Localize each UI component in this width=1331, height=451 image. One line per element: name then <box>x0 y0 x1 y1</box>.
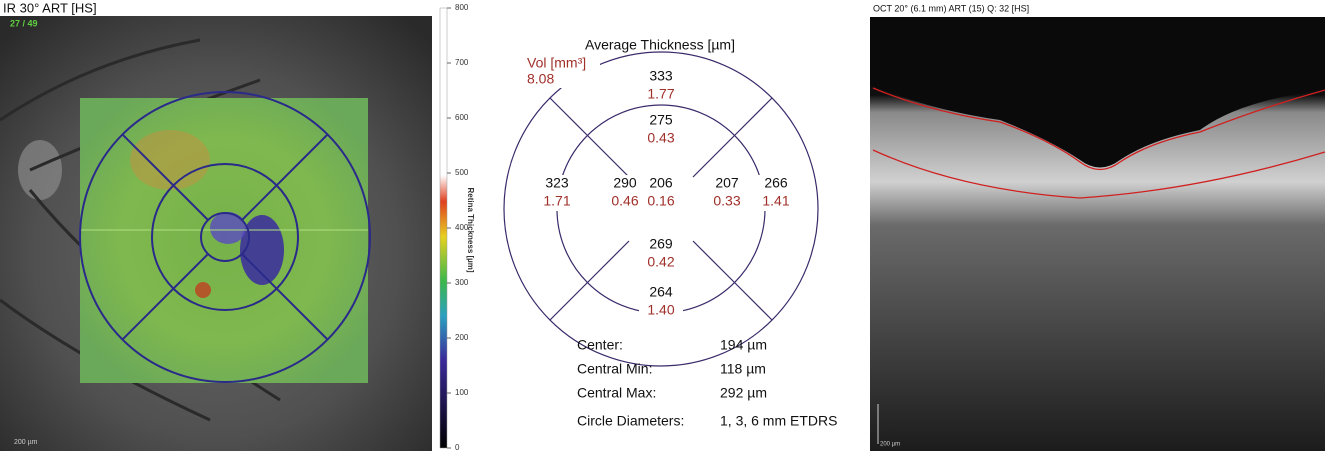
colorbar-tick-label: 500 <box>455 168 469 177</box>
sector-volume: 1.41 <box>762 193 789 209</box>
sector-volume: 0.42 <box>647 254 674 270</box>
map-zone <box>210 212 246 244</box>
total-volume: 8.08 <box>527 71 554 87</box>
scale-label: 200 µm <box>14 439 38 446</box>
frame-counter: 27 / 49 <box>10 18 38 28</box>
stat-label: Central Min: <box>577 361 652 377</box>
sector-thickness: 266 <box>764 175 788 191</box>
sector-volume: 0.43 <box>647 130 674 146</box>
sector-volume: 1.77 <box>647 86 674 102</box>
stat-value: 118 µm <box>720 361 766 377</box>
colorbar-tick-label: 300 <box>455 278 469 287</box>
sector-thickness: 290 <box>613 175 637 191</box>
panel-title: OCT 20° (6.1 mm) ART (15) Q: 32 [HS] <box>873 3 1029 13</box>
scale-label: 200 µm <box>880 442 900 448</box>
colorbar <box>440 8 447 448</box>
sector-thickness: 333 <box>649 68 673 84</box>
volume-label: Vol [mm³] <box>527 55 586 71</box>
sector-volume: 0.33 <box>713 193 740 209</box>
colorbar-tick-label: 0 <box>455 443 460 451</box>
page: {"left_panel": {"title": "IR 30° ART [HS… <box>0 0 1331 451</box>
panel-title: IR 30° ART [HS] <box>3 0 97 15</box>
sector-thickness: 275 <box>649 112 673 128</box>
colorbar-label: Retina Thickness [µm] <box>466 187 475 272</box>
stat-label: Center: <box>577 337 623 353</box>
screen: IR 30° ART [HS] 27 / 49 200 µm 0 100 200 30… <box>0 0 1331 451</box>
stat-label: Central Max: <box>577 385 656 401</box>
etdrs-title: Average Thickness [µm] <box>585 37 735 53</box>
stat-label: Circle Diameters: <box>577 413 684 429</box>
sector-thickness: 269 <box>649 236 673 252</box>
sector-thickness: 264 <box>649 284 673 300</box>
sector-volume: 1.71 <box>543 193 570 209</box>
colorbar-tick-label: 800 <box>455 3 469 12</box>
sector-thickness: 207 <box>715 175 739 191</box>
sector-thickness: 323 <box>545 175 569 191</box>
sector-thickness: 206 <box>649 175 673 191</box>
colorbar-tick-label: 700 <box>455 58 469 67</box>
stat-value: 292 µm <box>720 385 767 401</box>
sector-volume: 1.40 <box>647 302 674 318</box>
colorbar-tick-label: 600 <box>455 113 469 122</box>
sector-volume: 0.16 <box>647 193 674 209</box>
colorbar-tick-label: 100 <box>455 388 469 397</box>
map-zone <box>195 282 211 298</box>
sector-volume: 0.46 <box>611 193 638 209</box>
stat-value: 1, 3, 6 mm ETDRS <box>720 413 837 429</box>
optic-disc <box>18 140 62 200</box>
colorbar-tick-label: 200 <box>455 333 469 342</box>
stat-value: 194 µm <box>720 337 767 353</box>
